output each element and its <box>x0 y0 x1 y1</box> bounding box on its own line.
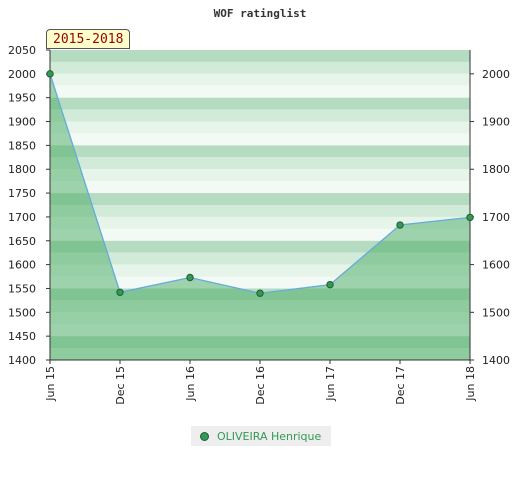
data-point <box>396 221 404 229</box>
grid-band <box>50 133 470 146</box>
left-tick-label: 1400 <box>8 354 36 367</box>
series-area <box>50 73 470 360</box>
grid-band <box>50 121 470 134</box>
data-points <box>46 70 474 297</box>
left-axis-ticks: 1400 1450 1500 1550 1600 1650 1700 1750 1800 1850… <box>8 44 50 367</box>
right-axis-ticks: 1400 1500 1600 1700 1800 1900 2000 <box>470 68 510 367</box>
left-tick-label: 1750 <box>8 187 36 200</box>
grid-band <box>50 157 470 170</box>
x-tick-label: Jun 15 <box>44 366 57 402</box>
x-tick-label: Jun 16 <box>184 366 197 402</box>
left-tick-label: 1650 <box>8 235 36 248</box>
legend-marker-icon <box>200 431 209 441</box>
x-tick-label: Jun 17 <box>324 366 337 402</box>
x-axis-ticks: Jun 15 Dec 15 Jun 16 Dec 16 Jun 17 Dec 17 Jun … <box>44 360 477 405</box>
left-tick-label: 1700 <box>8 211 36 224</box>
grid-band <box>50 216 470 229</box>
x-tick-label: Dec 17 <box>394 366 407 405</box>
right-tick-label: 2000 <box>482 68 510 81</box>
data-point <box>466 213 474 222</box>
left-tick-label: 2050 <box>8 44 36 57</box>
right-tick-label: 1500 <box>482 306 510 319</box>
right-tick-label: 1800 <box>482 163 510 176</box>
legend-label: OLIVEIRA Henrique <box>217 429 322 443</box>
data-point <box>326 280 334 289</box>
left-tick-label: 1900 <box>8 116 36 129</box>
left-tick-label: 1500 <box>8 306 36 319</box>
grid-band <box>50 252 470 265</box>
legend: OLIVEIRA Henrique <box>191 426 331 446</box>
right-tick-label: 1400 <box>482 354 510 367</box>
data-point <box>186 273 194 282</box>
grid-band <box>50 73 470 86</box>
grid-band <box>50 109 470 122</box>
x-tick-label: Dec 16 <box>254 366 267 405</box>
right-tick-label: 1900 <box>482 116 510 129</box>
grid-band <box>50 276 470 289</box>
grid-band <box>50 169 470 182</box>
grid-band <box>50 228 470 241</box>
chart-title: WOF ratinglist <box>214 7 307 20</box>
left-tick-label: 2000 <box>8 68 36 81</box>
grid-band <box>50 193 470 205</box>
grid-band <box>50 145 470 158</box>
data-point <box>256 289 264 297</box>
left-tick-label: 1800 <box>8 163 36 176</box>
right-tick-label: 1700 <box>482 211 510 224</box>
left-tick-label: 1850 <box>8 139 36 152</box>
grid-band <box>50 50 470 62</box>
grid-band <box>50 181 470 194</box>
right-tick-label: 1600 <box>482 259 510 272</box>
grid-band <box>50 97 470 110</box>
x-tick-label: Jun 18 <box>464 366 477 402</box>
left-tick-label: 1550 <box>8 282 36 295</box>
period-badge: 2015-2018 <box>46 29 131 49</box>
grid-band <box>50 61 470 74</box>
grid-band <box>50 205 470 217</box>
x-tick-label: Dec 15 <box>114 366 127 405</box>
left-tick-label: 1950 <box>8 92 36 105</box>
grid-band <box>50 85 470 98</box>
data-point <box>116 288 124 296</box>
grid-band <box>50 264 470 277</box>
left-tick-label: 1600 <box>8 259 36 272</box>
left-tick-label: 1450 <box>8 330 36 343</box>
data-point <box>46 70 54 78</box>
grid-band <box>50 240 470 253</box>
